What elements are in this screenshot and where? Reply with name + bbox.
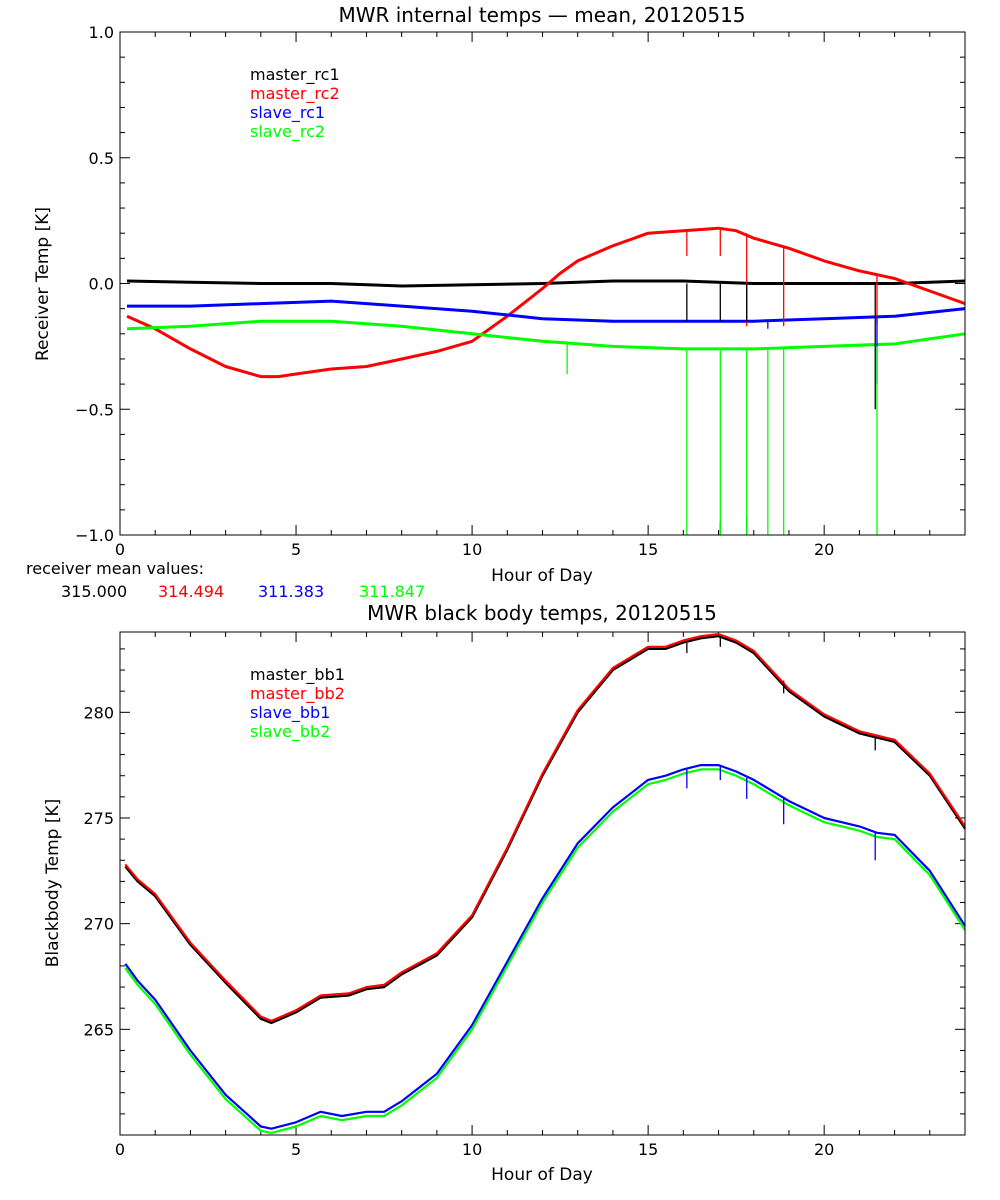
series-line-slave-rc1: [127, 299, 966, 323]
legend-entry-slave-bb1: slave_bb1: [250, 703, 330, 723]
y-tick-label: 1.0: [89, 23, 114, 42]
series-line-master-rc1: [126, 279, 966, 288]
plot-frame: [119, 31, 966, 536]
blackbody-temp-panel: MWR black body temps, 20120515 Hour of D…: [43, 601, 966, 1185]
plot-frame: [119, 631, 966, 1136]
y-tick-label: −0.5: [75, 400, 114, 419]
legend-entry-master-rc1: master_rc1: [250, 65, 340, 85]
receiver-mean-value-1: 315.000: [61, 582, 127, 601]
x-tick-label: 0: [115, 1140, 125, 1159]
x-tick-label: 20: [814, 540, 834, 559]
x-tick-label: 10: [462, 1140, 482, 1159]
y-tick-label: −1.0: [75, 526, 114, 545]
series-line-slave-bb2: [124, 768, 966, 1135]
receiver-mean-label: receiver mean values:: [26, 559, 204, 578]
x-tick-label: 5: [291, 1140, 301, 1159]
x-tick-label: 5: [291, 540, 301, 559]
x-tick-label: 15: [638, 540, 658, 559]
axis-ticks: 0 5 10 15 20 −1.0 −0.5 0.0 0.5 1.0: [75, 23, 965, 559]
receiver-mean-value-2: 314.494: [158, 582, 224, 601]
series-lines: [124, 632, 966, 1135]
series-line-master-bb2: [124, 632, 966, 1023]
receiver-temp-panel: MWR internal temps — mean, 20120515 Hour…: [33, 3, 966, 586]
x-tick-label: 15: [638, 1140, 658, 1159]
receiver-mean-value-3: 311.383: [258, 582, 324, 601]
x-tick-label: 20: [814, 1140, 834, 1159]
y-axis-label: Blackbody Temp [K]: [43, 799, 63, 968]
chart-title: MWR internal temps — mean, 20120515: [338, 3, 745, 27]
legend-entry-slave-rc2: slave_rc2: [250, 122, 325, 142]
series-lines: [126, 226, 966, 535]
x-axis-label: Hour of Day: [491, 1165, 593, 1185]
axis-ticks: 0 5 10 15 20 265 270 275 280: [83, 632, 965, 1159]
series-line-master-rc2: [126, 226, 966, 379]
legend-entry-master-bb2: master_bb2: [250, 684, 345, 704]
y-tick-label: 265: [83, 1020, 114, 1039]
legend-entry-slave-bb2: slave_bb2: [250, 722, 330, 742]
legend-entry-slave-rc1: slave_rc1: [250, 103, 325, 123]
receiver-mean-block: receiver mean values: 315.000 314.494 31…: [26, 559, 425, 601]
chart-title: MWR black body temps, 20120515: [367, 601, 717, 625]
y-tick-label: 275: [83, 809, 114, 828]
legend-entry-master-bb1: master_bb1: [250, 665, 345, 685]
x-tick-label: 10: [462, 540, 482, 559]
y-axis-label: Receiver Temp [K]: [33, 207, 53, 361]
receiver-mean-value-4: 311.847: [359, 582, 425, 601]
y-tick-label: 0.5: [89, 149, 114, 168]
series-line-slave-bb1: [124, 763, 966, 1130]
x-axis-label: Hour of Day: [491, 566, 593, 586]
legend-entry-master-rc2: master_rc2: [250, 84, 340, 104]
series-line-slave-rc2: [126, 319, 966, 351]
x-tick-label: 0: [115, 540, 125, 559]
y-tick-label: 0.0: [89, 275, 114, 294]
y-tick-label: 280: [83, 703, 114, 722]
y-tick-label: 270: [83, 915, 114, 934]
